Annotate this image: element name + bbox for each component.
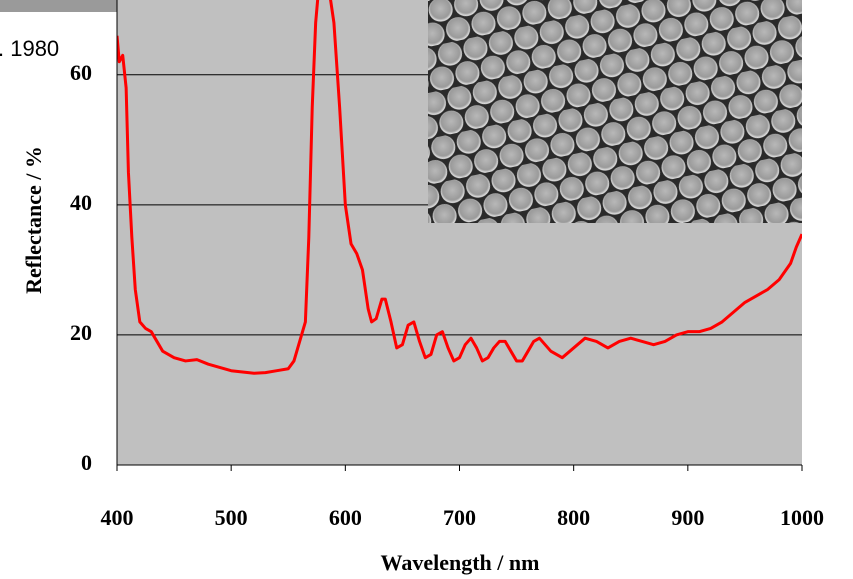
y-axis-title: Reflectance / % [21, 146, 46, 294]
x-tick-label: 500 [215, 505, 248, 530]
y-tick-label: 40 [70, 190, 92, 215]
y-tick-label: 60 [70, 60, 92, 85]
x-tick-label: 900 [671, 505, 704, 530]
x-tick-label: 400 [101, 505, 134, 530]
x-tick-label: 1000 [780, 505, 824, 530]
annotation: . 1980 [0, 36, 59, 61]
x-tick-label: 800 [557, 505, 590, 530]
sem-inset [428, 0, 802, 223]
x-tick-label: 600 [329, 505, 362, 530]
y-tick-label: 20 [70, 320, 92, 345]
image-fragment [0, 0, 150, 12]
y-tick-label: 0 [81, 450, 92, 475]
x-tick-label: 700 [443, 505, 476, 530]
data-line [117, 0, 802, 375]
x-axis-title: Wavelength / nm [381, 550, 540, 575]
